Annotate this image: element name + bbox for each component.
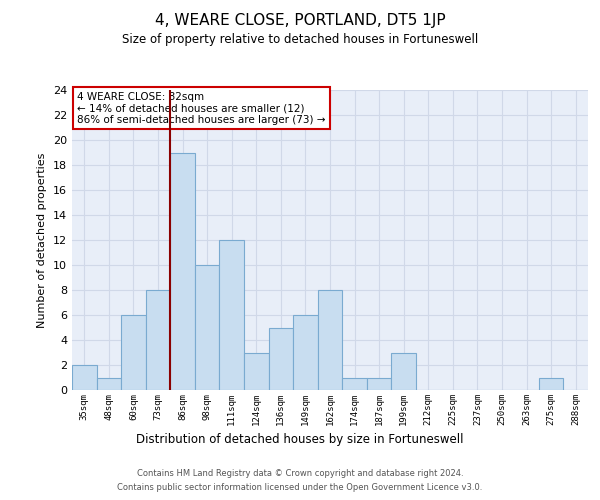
Y-axis label: Number of detached properties: Number of detached properties (37, 152, 47, 328)
Bar (170, 152, 195, 390)
Text: Size of property relative to detached houses in Fortuneswell: Size of property relative to detached ho… (122, 32, 478, 46)
Bar (391, 352, 416, 390)
Bar (244, 352, 269, 390)
Text: Contains public sector information licensed under the Open Government Licence v3: Contains public sector information licen… (118, 484, 482, 492)
Text: 4, WEARE CLOSE, PORTLAND, DT5 1JP: 4, WEARE CLOSE, PORTLAND, DT5 1JP (155, 12, 445, 28)
Text: Distribution of detached houses by size in Fortuneswell: Distribution of detached houses by size … (136, 432, 464, 446)
Bar (220, 240, 244, 390)
Bar (342, 378, 367, 390)
Bar (318, 290, 342, 390)
Bar (72, 365, 97, 390)
Bar (195, 265, 220, 390)
Bar (269, 328, 293, 390)
Text: 4 WEARE CLOSE: 82sqm
← 14% of detached houses are smaller (12)
86% of semi-detac: 4 WEARE CLOSE: 82sqm ← 14% of detached h… (77, 92, 326, 124)
Text: Contains HM Land Registry data © Crown copyright and database right 2024.: Contains HM Land Registry data © Crown c… (137, 468, 463, 477)
Bar (293, 315, 318, 390)
Bar (121, 315, 146, 390)
Bar (97, 378, 121, 390)
Bar (539, 378, 563, 390)
Bar (146, 290, 170, 390)
Bar (367, 378, 391, 390)
